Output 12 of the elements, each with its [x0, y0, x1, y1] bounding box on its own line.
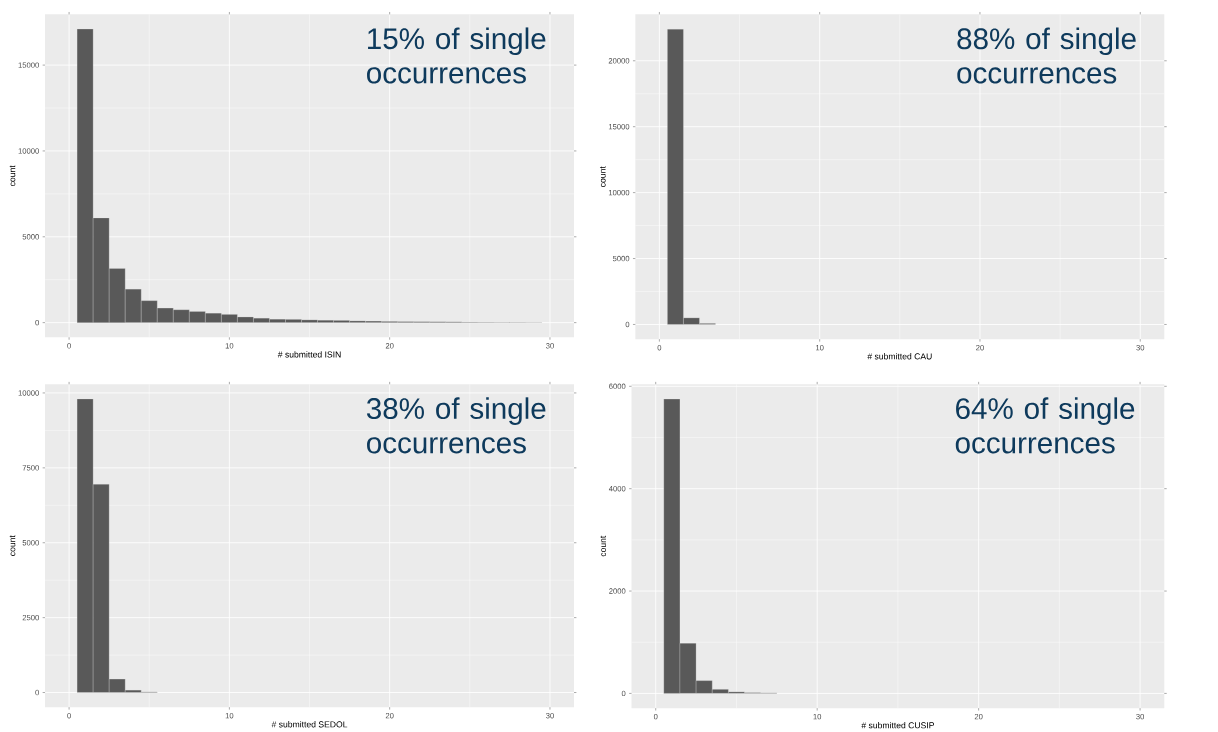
y-axis-title: count: [600, 535, 607, 557]
x-axis-title: # submitted SEDOL: [271, 721, 348, 728]
annotation: 88% of single occurrences: [957, 27, 1136, 84]
x-axis-title: # submitted ISIN: [277, 351, 341, 358]
y-axis-title: count: [9, 165, 16, 187]
y-axis-title: count: [9, 535, 16, 557]
y-axis-title: count: [599, 166, 606, 188]
x-axis-title: # submitted CAU: [867, 353, 932, 360]
annotation: 38% of single occurrences: [366, 397, 546, 454]
annotation: 15% of single occurrences: [367, 27, 546, 84]
annotation: 64% of single occurrences: [955, 397, 1135, 454]
x-axis-title: # submitted CUSIP: [861, 722, 934, 729]
